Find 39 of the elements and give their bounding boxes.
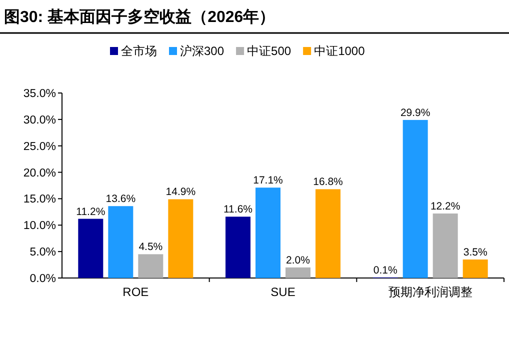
bar — [168, 199, 194, 278]
bar — [138, 254, 164, 278]
y-tick-label: 25.0% — [23, 140, 56, 153]
legend-label: 中证1000 — [314, 44, 366, 58]
legend-label: 全市场 — [121, 44, 157, 58]
data-label: 17.1% — [253, 174, 283, 187]
data-label: 4.5% — [138, 241, 163, 254]
data-label: 29.9% — [400, 106, 430, 119]
bar — [108, 206, 134, 278]
x-tick-label: SUE — [270, 285, 296, 299]
y-tick-label: 20.0% — [23, 167, 56, 180]
bar — [78, 218, 104, 278]
y-tick-label: 10.0% — [23, 220, 56, 232]
data-label: 16.8% — [313, 176, 343, 188]
y-tick-label: 30.0% — [23, 114, 56, 126]
y-tick-label: 15.0% — [23, 194, 56, 206]
bar — [402, 120, 428, 278]
bar — [462, 260, 488, 278]
data-label: 13.6% — [106, 193, 136, 206]
data-label: 11.2% — [76, 206, 106, 218]
bar — [256, 188, 280, 278]
bar — [286, 267, 310, 278]
bar — [316, 189, 340, 278]
bar — [226, 216, 250, 278]
data-label: 12.2% — [430, 200, 460, 213]
legend-label: 中证500 — [247, 44, 292, 58]
data-label: 0.1% — [373, 264, 398, 276]
x-tick-label: ROE — [122, 285, 149, 299]
chart-title: 图30: 基本面因子多空收益（2026年） — [4, 8, 276, 26]
data-label: 3.5% — [463, 246, 488, 258]
x-tick-label: 预期净利润调整 — [388, 285, 472, 299]
data-label: 11.6% — [224, 204, 252, 216]
bar — [432, 214, 458, 278]
y-tick-label: 35.0% — [23, 88, 56, 100]
data-label: 14.9% — [166, 186, 196, 198]
legend-label: 沪深300 — [180, 44, 224, 58]
y-tick-label: 5.0% — [30, 246, 56, 259]
data-label: 2.0% — [286, 254, 310, 266]
y-tick-label: 0.0% — [30, 273, 56, 285]
